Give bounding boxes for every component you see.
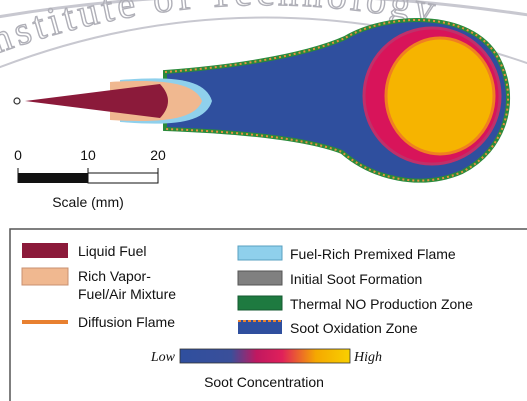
scale-bar bbox=[17, 168, 159, 184]
legend-label: Initial Soot Formation bbox=[290, 271, 422, 287]
swatch bbox=[237, 245, 283, 261]
scale-tick: 20 bbox=[150, 147, 166, 163]
legend-frame bbox=[9, 228, 527, 401]
legend-label: Soot Oxidation Zone bbox=[290, 320, 418, 336]
legend-label: Fuel/Air Mixture bbox=[78, 286, 176, 302]
swatch bbox=[238, 320, 282, 334]
scale-label: Scale (mm) bbox=[52, 194, 124, 210]
gradient-caption: Soot Concentration bbox=[204, 374, 324, 390]
swatch bbox=[21, 267, 69, 286]
gradient-high: High bbox=[353, 350, 382, 365]
legend-label: Diffusion Flame bbox=[78, 314, 175, 330]
gradient-low: Low bbox=[150, 350, 176, 365]
legend-label: Rich Vapor- bbox=[78, 268, 151, 284]
soot-gradient bbox=[179, 348, 351, 364]
legend-label: Thermal NO Production Zone bbox=[290, 296, 473, 312]
legend-label: Liquid Fuel bbox=[78, 243, 147, 259]
legend-label: Fuel-Rich Premixed Flame bbox=[290, 246, 456, 262]
scale-tick: 10 bbox=[80, 147, 96, 163]
flame bbox=[13, 18, 511, 183]
swatch bbox=[22, 243, 68, 258]
swatch bbox=[237, 295, 283, 311]
scale-tick: 0 bbox=[14, 147, 22, 163]
swatch bbox=[237, 270, 283, 286]
